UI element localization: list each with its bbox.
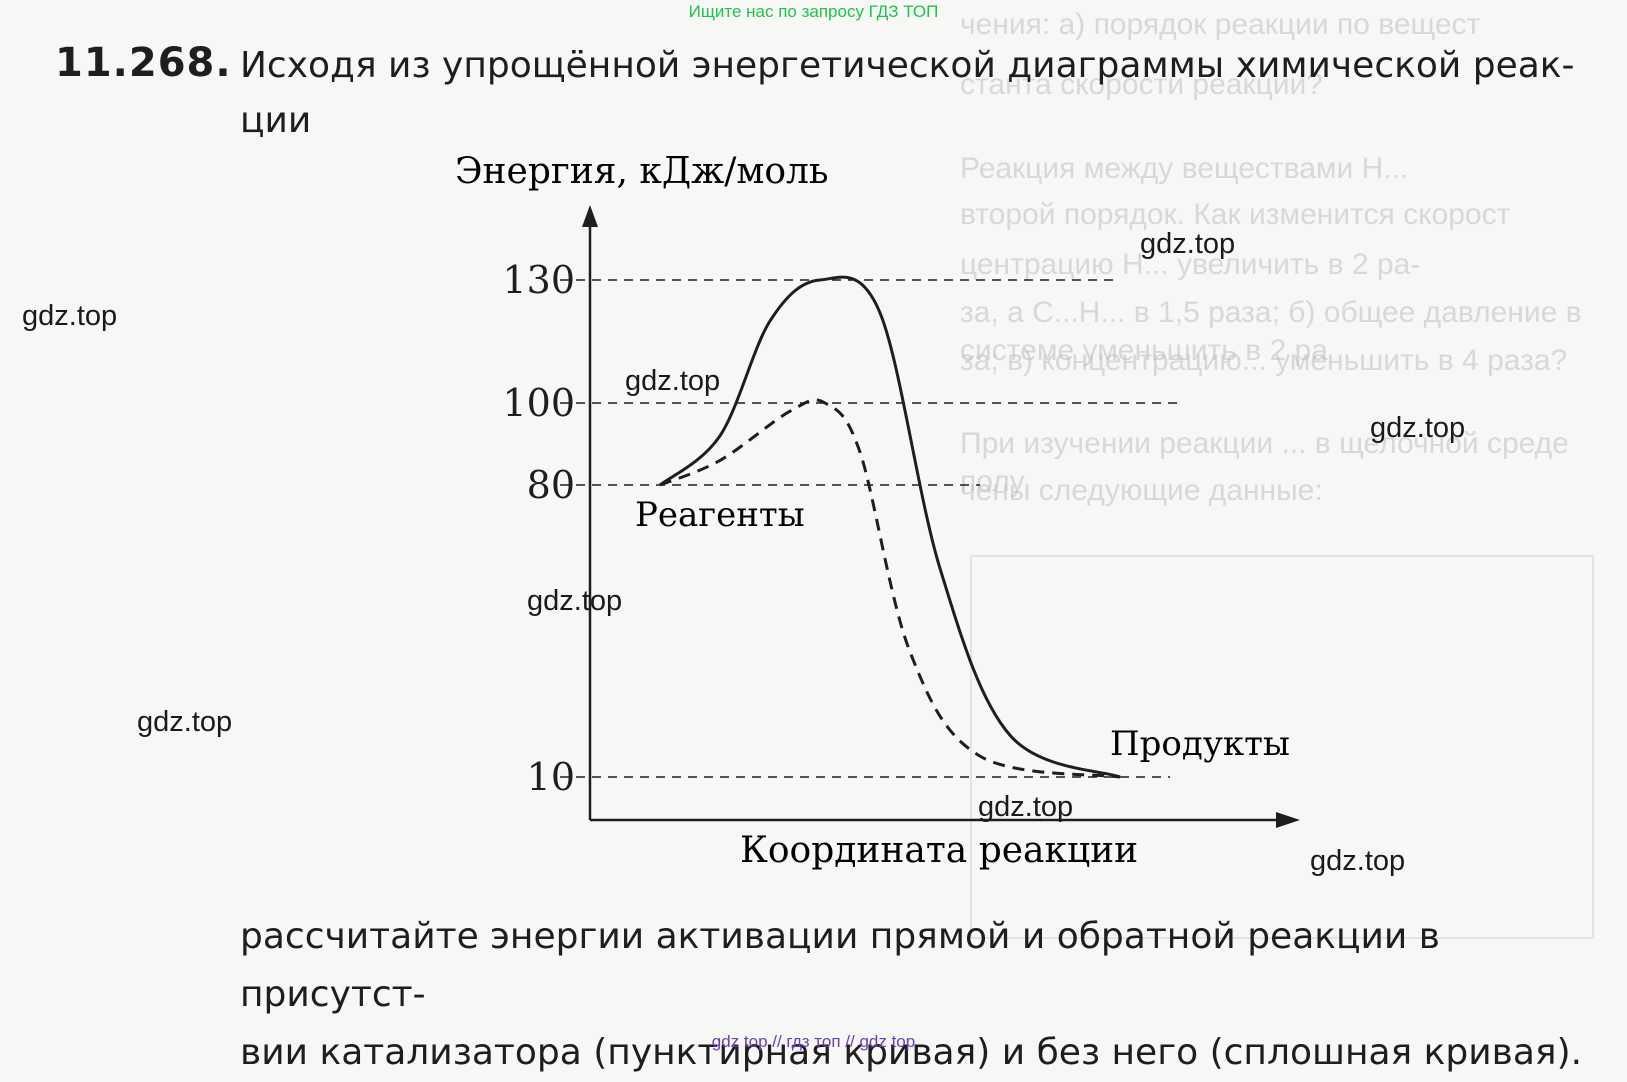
x-axis-label: Координата реакции — [740, 830, 1138, 871]
problem-text-line: рассчитайте энергии активации прямой и о… — [240, 916, 1440, 1015]
ghost-table — [970, 555, 1594, 939]
watermark: gdz.top — [978, 791, 1074, 823]
energy-curves — [659, 275, 1121, 779]
ghost-line: за, а C...H... в 1,5 раза; б) общее давл… — [960, 296, 1582, 367]
problem-text-line: ции — [240, 100, 312, 141]
watermark: gdz.top — [1140, 228, 1236, 260]
uncatalyzed-curve — [659, 275, 1121, 779]
top-banner: Ищите нас по запросу ГДЗ ТОП — [688, 2, 939, 21]
ghost-line: за; в) концентрацию... уменьшить в 4 раз… — [960, 344, 1568, 377]
y-axis-label: Энергия, кДж/моль — [455, 151, 829, 192]
y-tick-labels: 130 100 80 10 — [502, 258, 575, 799]
y-tick-label: 130 — [502, 258, 575, 302]
ghost-line: станта скорости реакции? — [960, 68, 1323, 101]
watermark: gdz.top — [1310, 845, 1406, 877]
problem-text-line: Исходя из упрощённой энергетической диаг… — [240, 45, 1575, 86]
level-guides — [560, 279, 1180, 778]
watermark: gdz.top — [1370, 412, 1466, 444]
problem-statement-top: Исходя из упрощённой энергетической диаг… — [240, 38, 1580, 148]
y-tick-label: 100 — [502, 381, 575, 425]
ghost-line: центрацию H... увеличить в 2 ра- — [960, 248, 1421, 281]
chart-axes — [582, 205, 1300, 828]
watermark: gdz.top — [527, 585, 623, 617]
watermark: gdz.top — [625, 365, 721, 397]
catalyzed-curve — [659, 398, 1121, 779]
problem-statement-bottom: рассчитайте энергии активации прямой и о… — [240, 908, 1600, 1082]
watermark: gdz.top — [22, 300, 118, 332]
products-label: Продукты — [1110, 724, 1290, 764]
y-axis-arrow — [582, 205, 598, 227]
x-axis-arrow — [1276, 812, 1300, 828]
ghost-line: чения: а) порядок реакции по вещест — [960, 8, 1481, 41]
problem-number: 11.268. — [55, 40, 232, 86]
y-tick-label: 10 — [527, 755, 575, 799]
ghost-line: При изучении реакции ... в щелочной сред… — [960, 427, 1569, 498]
ghost-line: второй порядок. Как изменится скорост — [960, 198, 1511, 231]
reactants-label: Реагенты — [635, 495, 805, 535]
energy-diagram: Энергия, кДж/моль Координата реакции Реа… — [455, 151, 1300, 871]
footer-links: gdz top // гдз топ // gdz top — [711, 1032, 916, 1051]
y-tick-label: 80 — [527, 463, 575, 507]
watermark: gdz.top — [137, 706, 233, 738]
ghost-line: Реакция между веществами H... — [960, 152, 1409, 185]
ghost-line: чены следующие данные: — [960, 474, 1323, 507]
